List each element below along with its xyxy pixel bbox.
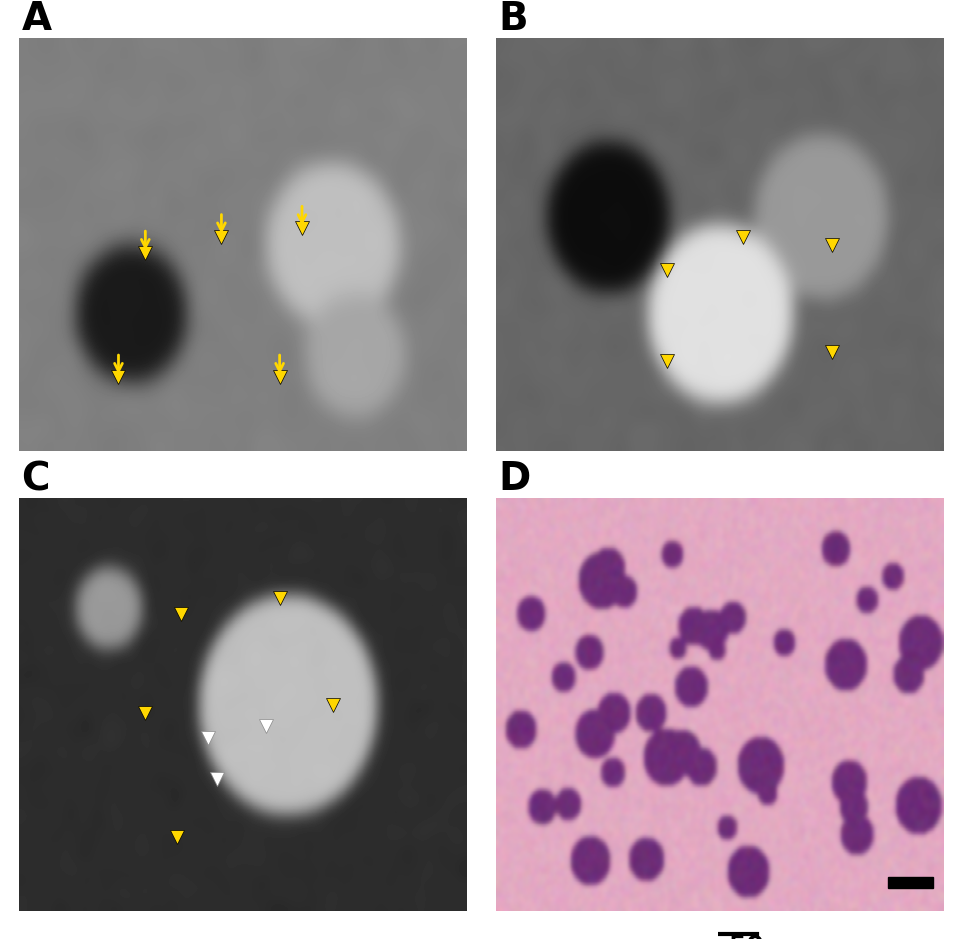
Text: B: B [498,0,527,38]
Text: A: A [21,0,52,38]
Text: C: C [21,460,50,498]
Text: 50 μm: 50 μm [729,934,817,939]
Bar [888,877,933,888]
Text: D: D [498,460,530,498]
